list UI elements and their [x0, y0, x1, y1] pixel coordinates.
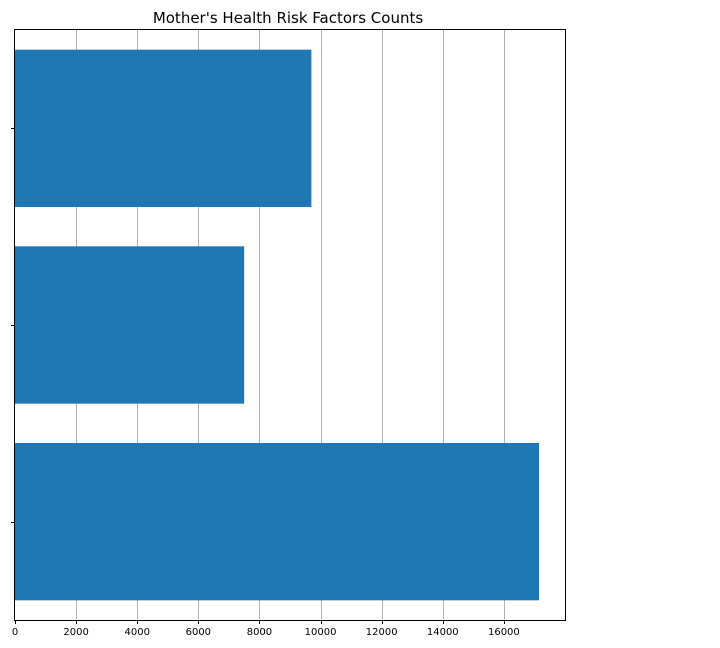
- x-ticks: 0 2000 4000 6000 8000 10000 12000 14000 16000: [12, 620, 520, 638]
- bars: [15, 49, 540, 601]
- x-tick-label: 2000: [63, 627, 88, 638]
- x-tick-label: 16000: [488, 627, 520, 638]
- x-tick-label: 0: [12, 627, 18, 638]
- x-tick-label: 6000: [186, 627, 211, 638]
- chart-title: Mother's Health Risk Factors Counts: [153, 9, 424, 27]
- bar: [15, 49, 312, 207]
- bar: [15, 443, 540, 601]
- bar: [15, 246, 245, 404]
- x-tick-label: 4000: [124, 627, 149, 638]
- x-tick-label: 8000: [247, 627, 272, 638]
- x-tick-label: 12000: [366, 627, 398, 638]
- y-ticks: [11, 128, 15, 523]
- x-tick-label: 14000: [427, 627, 459, 638]
- x-tick-label: 10000: [305, 627, 337, 638]
